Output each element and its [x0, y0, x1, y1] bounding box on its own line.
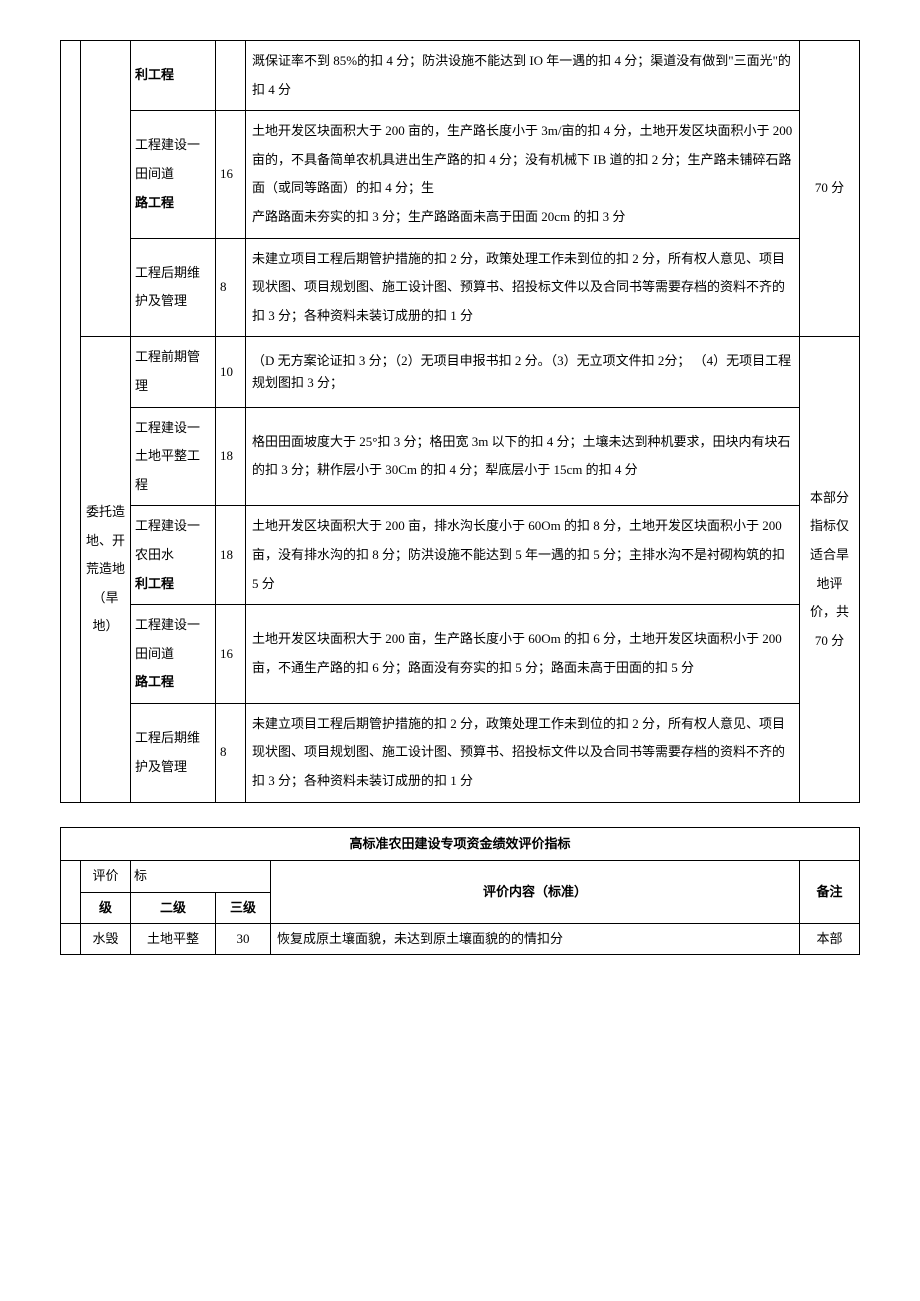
level3-cell: 利工程	[131, 41, 216, 111]
score-cell	[216, 41, 246, 111]
level3-cell: 工程建设一土地平整工程	[131, 407, 216, 506]
level1-cell	[61, 41, 81, 803]
content-cell: 溉保证率不到 85%的扣 4 分；防洪设施不能达到 IO 年一遇的扣 4 分；渠…	[246, 41, 800, 111]
level3-cell: 工程后期维护及管理	[131, 703, 216, 802]
header-cell: 评价	[81, 861, 131, 892]
header-cell: 标	[131, 861, 271, 892]
level3-cell: 工程建设一农田水 利工程	[131, 506, 216, 605]
content-cell: 土地开发区块面积大于 200 亩，生产路长度小于 60Om 的扣 6 分，土地开…	[246, 605, 800, 704]
score-cell: 8	[216, 703, 246, 802]
content-cell: 未建立项目工程后期管护措施的扣 2 分，政策处理工作未到位的扣 2 分，所有权人…	[246, 238, 800, 337]
table-title: 高标准农田建设专项资金绩效评价指标	[61, 827, 860, 861]
header-cell: 二级	[131, 892, 216, 923]
header-cell: 评价内容（标准）	[271, 861, 800, 923]
level3-cell: 土地平整	[131, 923, 216, 954]
header-cell: 级	[81, 892, 131, 923]
level3-cell: 工程建设一田间道 路工程	[131, 605, 216, 704]
note-cell: 本部	[799, 923, 859, 954]
content-cell: 未建立项目工程后期管护措施的扣 2 分，政策处理工作未到位的扣 2 分，所有权人…	[246, 703, 800, 802]
score-cell: 18	[216, 506, 246, 605]
header-cell: 备注	[799, 861, 859, 923]
table-row: 工程建设一田间道 路工程 16 土地开发区块面积大于 200 亩的，生产路长度小…	[61, 111, 860, 238]
content-cell: 土地开发区块面积大于 200 亩的，生产路长度小于 3m/亩的扣 4 分，土地开…	[246, 111, 800, 238]
label: 级	[99, 900, 112, 915]
level3-cell: 工程前期管理	[131, 337, 216, 407]
table-gap	[60, 803, 860, 827]
content-cell: 土地开发区块面积大于 200 亩，排水沟长度小于 60Om 的扣 8 分，土地开…	[246, 506, 800, 605]
table-row: 高标准农田建设专项资金绩效评价指标	[61, 827, 860, 861]
l3-label: 路工程	[135, 195, 174, 210]
score-cell: 16	[216, 605, 246, 704]
evaluation-table-1: 利工程 溉保证率不到 85%的扣 4 分；防洪设施不能达到 IO 年一遇的扣 4…	[60, 40, 860, 803]
table-row: 利工程 溉保证率不到 85%的扣 4 分；防洪设施不能达到 IO 年一遇的扣 4…	[61, 41, 860, 111]
table-row: 委托造地、开荒造地（旱地） 工程前期管理 10 （D 无方案论证扣 3 分；（2…	[61, 337, 860, 407]
table-header-row: 评价 标 评价内容（标准） 备注	[61, 861, 860, 892]
note-cell: 70 分	[800, 41, 860, 337]
score-cell: 30	[216, 923, 271, 954]
l3-label: 工程建设一田间道	[135, 137, 200, 181]
content-text: 土地开发区块面积大于 200 亩的，生产路长度小于 3m/亩的扣 4 分，土地开…	[252, 123, 792, 195]
header-cell	[61, 861, 81, 923]
table-row: 工程建设一土地平整工程 18 格田田面坡度大于 25°扣 3 分；格田宽 3m …	[61, 407, 860, 506]
table-row: 工程建设一农田水 利工程 18 土地开发区块面积大于 200 亩，排水沟长度小于…	[61, 506, 860, 605]
l3-label: 工程建设一田间道	[135, 617, 200, 661]
level3-cell: 工程建设一田间道 路工程	[131, 111, 216, 238]
score-cell: 16	[216, 111, 246, 238]
table-row: 工程后期维护及管理 8 未建立项目工程后期管护措施的扣 2 分，政策处理工作未到…	[61, 703, 860, 802]
table-row: 水毁 土地平整 30 恢复成原土壤面貌，未达到原土壤面貌的的情扣分 本部	[61, 923, 860, 954]
l3-label: 工程建设一农田水	[135, 518, 200, 562]
l3-label: 利工程	[135, 67, 174, 82]
level2-cell	[81, 41, 131, 337]
level2-cell: 水毁	[81, 923, 131, 954]
score-cell: 8	[216, 238, 246, 337]
score-cell: 10	[216, 337, 246, 407]
l3-label: 利工程	[135, 576, 174, 591]
level1-cell	[61, 923, 81, 954]
header-cell: 三级	[216, 892, 271, 923]
l3-label: 路工程	[135, 674, 174, 689]
content-text: 产路路面未夯实的扣 3 分；生产路路面未高于田面 20cm 的扣 3 分	[252, 209, 625, 224]
table-row: 工程建设一田间道 路工程 16 土地开发区块面积大于 200 亩，生产路长度小于…	[61, 605, 860, 704]
note-cell: 本部分指标仅适合旱地评价，共70 分	[800, 337, 860, 802]
score-cell: 18	[216, 407, 246, 506]
evaluation-table-2: 高标准农田建设专项资金绩效评价指标 评价 标 评价内容（标准） 备注 级 二级 …	[60, 827, 860, 955]
content-cell: 格田田面坡度大于 25°扣 3 分；格田宽 3m 以下的扣 4 分；土壤未达到种…	[246, 407, 800, 506]
content-cell: 恢复成原土壤面貌，未达到原土壤面貌的的情扣分	[271, 923, 800, 954]
table-row: 工程后期维护及管理 8 未建立项目工程后期管护措施的扣 2 分，政策处理工作未到…	[61, 238, 860, 337]
level2-cell: 委托造地、开荒造地（旱地）	[81, 337, 131, 802]
level3-cell: 工程后期维护及管理	[131, 238, 216, 337]
content-cell: （D 无方案论证扣 3 分；（2）无项目申报书扣 2 分。（3）无立项文件扣 2…	[246, 337, 800, 407]
